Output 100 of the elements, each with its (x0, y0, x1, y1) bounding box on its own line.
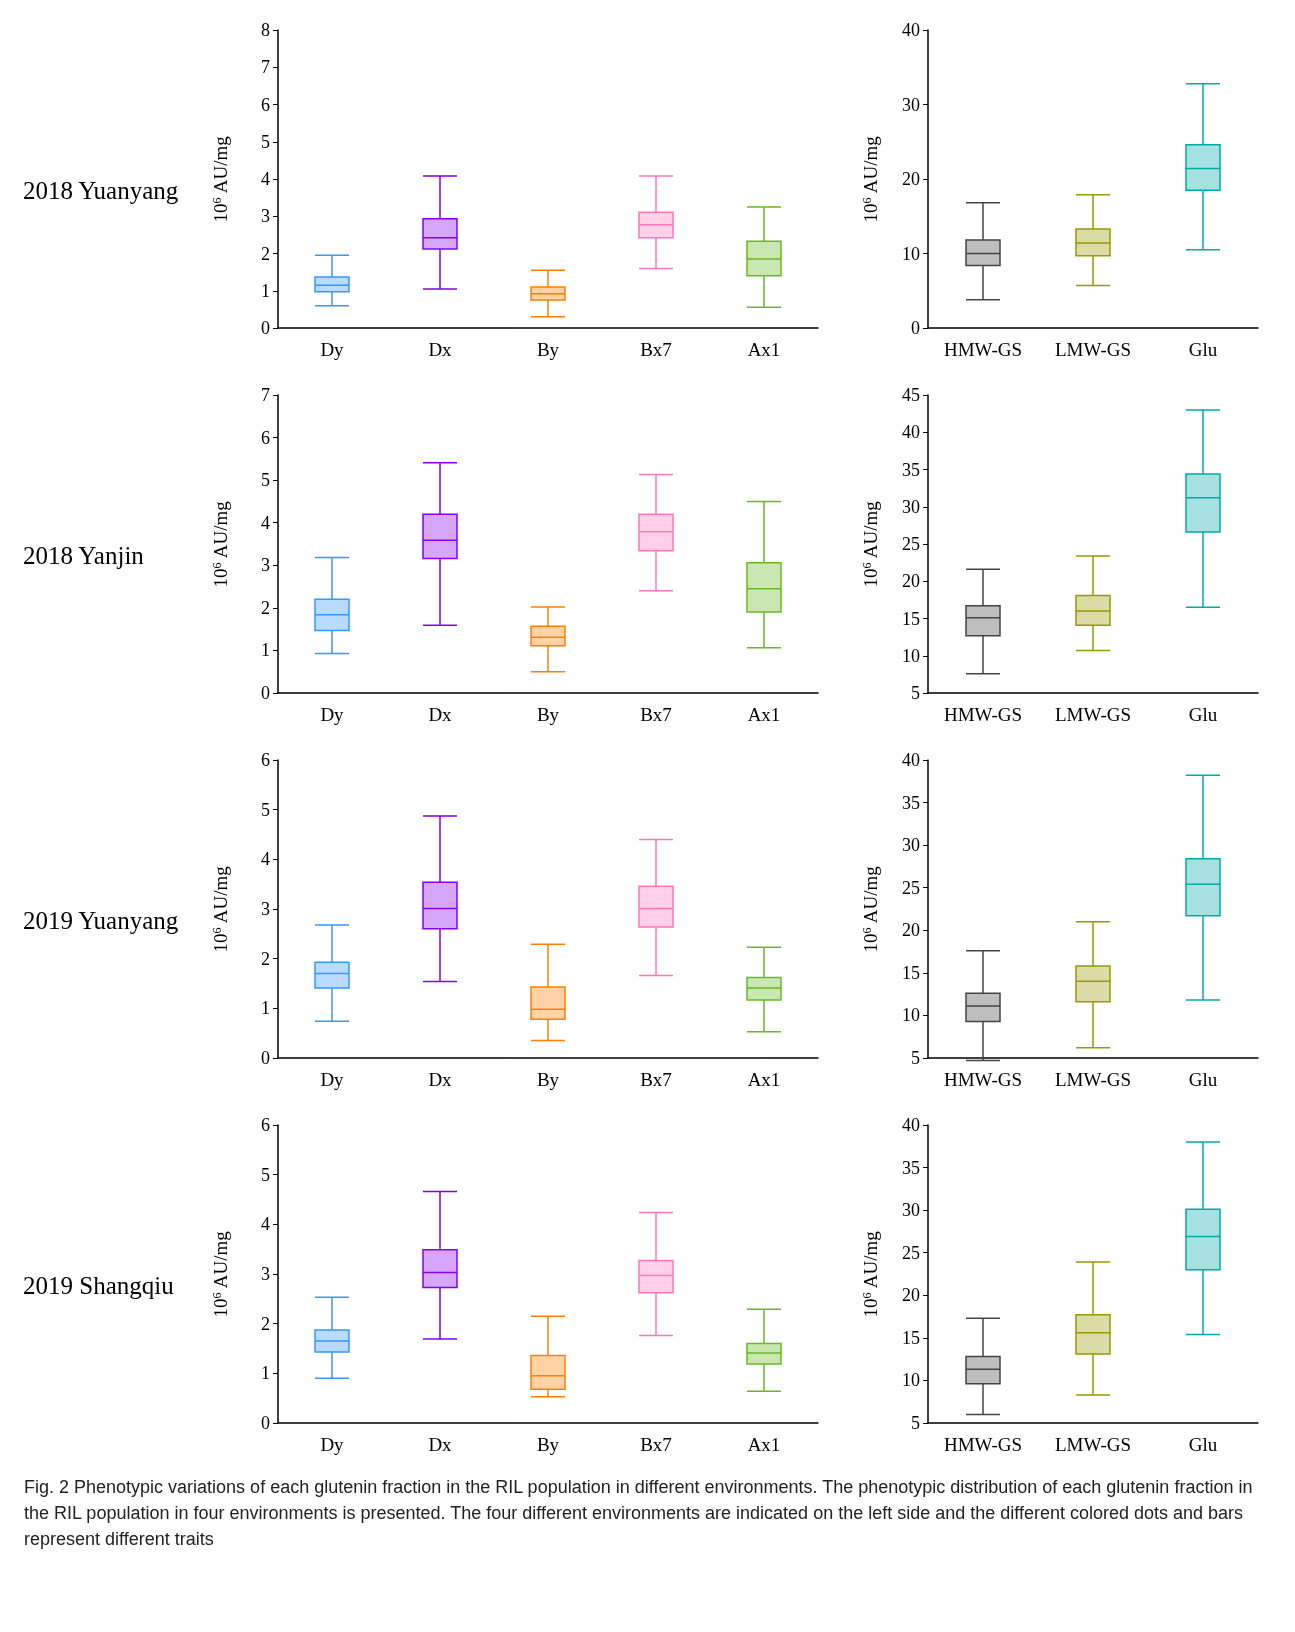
x-tick-label: LMW-GS (1055, 1069, 1131, 1090)
y-tick-label: 30 (902, 94, 920, 115)
x-tick-label: Dy (320, 1069, 345, 1090)
y-tick-label: 25 (902, 877, 920, 898)
x-tick-label: By (536, 1069, 560, 1090)
y-tick-label: 4 (261, 1214, 270, 1235)
y-tick-label: 8 (261, 20, 270, 40)
y-tick-label: 15 (902, 962, 920, 983)
y-tick-label: 30 (902, 496, 920, 517)
y-tick-label: 5 (911, 1048, 920, 1068)
y-tick-label: 35 (902, 792, 920, 813)
x-tick-label: Dy (320, 1434, 345, 1455)
x-tick-label: Dy (320, 339, 345, 360)
y-axis-title: 106 AU/mg (860, 865, 881, 953)
text: 2019 Shangqiu (23, 1272, 175, 1299)
y-tick-label: 40 (902, 750, 920, 770)
y-tick-label: 6 (261, 1115, 270, 1135)
y-axis-title: 106 AU/mg (860, 500, 881, 588)
x-tick-label: By (536, 339, 560, 360)
y-tick-label: 5 (261, 470, 270, 491)
y-tick-label: 2 (261, 243, 270, 264)
y-tick-label: 4 (261, 512, 270, 533)
y-tick-label: 5 (911, 683, 920, 703)
y-tick-label: 5 (261, 799, 270, 820)
y-tick-label: 4 (261, 169, 270, 189)
y-tick-label: 1 (261, 998, 270, 1019)
y-tick-label: 30 (902, 1200, 920, 1221)
y-tick-label: 0 (261, 683, 270, 703)
y-tick-label: 0 (911, 318, 920, 338)
y-tick-label: 0 (261, 318, 270, 338)
y-tick-label: 0 (261, 1048, 270, 1068)
text: 2018 Yanjin (23, 542, 145, 569)
x-tick-label: By (536, 704, 560, 725)
y-tick-label: 20 (902, 571, 920, 592)
y-tick-label: 30 (902, 835, 920, 856)
y-tick-label: 3 (261, 1264, 270, 1284)
x-tick-label: Bx7 (640, 1069, 672, 1090)
x-tick-label: LMW-GS (1055, 1434, 1131, 1455)
y-axis-title: 106 AU/mg (210, 135, 231, 223)
y-tick-label: 35 (902, 459, 920, 480)
x-tick-label: Dx (428, 704, 453, 725)
y-tick-label: 25 (902, 534, 920, 554)
y-tick-label: 1 (261, 1363, 270, 1384)
x-tick-label: Glu (1188, 1069, 1218, 1090)
x-tick-label: Glu (1188, 704, 1218, 725)
y-tick-label: 3 (261, 206, 270, 227)
y-axis-title: 106 AU/mg (210, 865, 231, 953)
x-tick-label: Glu (1188, 1434, 1218, 1455)
y-tick-label: 5 (261, 131, 270, 152)
y-tick-label: 6 (261, 427, 270, 448)
x-tick-label: Ax1 (747, 1434, 781, 1455)
text: 2019 Yuanyang (23, 907, 179, 934)
x-tick-label: HMW-GS (943, 704, 1023, 725)
y-tick-label: 20 (902, 920, 920, 941)
text: 2018 Yuanyang (23, 177, 179, 204)
x-tick-label: Bx7 (640, 339, 672, 360)
x-tick-label: Ax1 (747, 1069, 781, 1090)
x-tick-label: Dx (428, 339, 453, 360)
y-axis-title: 106 AU/mg (210, 1230, 231, 1318)
y-tick-label: 45 (902, 385, 920, 405)
y-tick-label: 3 (261, 555, 270, 576)
x-tick-label: LMW-GS (1055, 704, 1131, 725)
y-axis-title: 106 AU/mg (860, 1230, 881, 1318)
x-tick-label: HMW-GS (943, 339, 1023, 360)
x-tick-label: Bx7 (640, 704, 672, 725)
y-axis-title: 106 AU/mg (860, 135, 881, 223)
y-tick-label: 2 (261, 597, 270, 618)
y-tick-label: 40 (902, 422, 920, 443)
y-tick-label: 7 (261, 57, 270, 78)
y-tick-label: 35 (902, 1157, 920, 1178)
y-tick-label: 6 (261, 750, 270, 770)
y-tick-label: 25 (902, 1242, 920, 1263)
x-tick-label: Dx (428, 1434, 453, 1455)
y-tick-label: 3 (261, 899, 270, 919)
y-tick-label: 1 (261, 640, 270, 661)
y-tick-label: 40 (902, 1115, 920, 1135)
y-tick-label: 4 (261, 849, 270, 870)
y-tick-label: 15 (902, 608, 920, 629)
y-tick-label: 20 (902, 169, 920, 189)
y-tick-label: 10 (902, 1005, 920, 1026)
y-tick-label: 5 (911, 1413, 920, 1433)
y-axis-title: 106 AU/mg (210, 500, 231, 588)
x-tick-label: Ax1 (747, 704, 781, 725)
y-tick-label: 1 (261, 280, 270, 301)
y-tick-label: 10 (902, 243, 920, 264)
y-tick-label: 2 (261, 1313, 270, 1334)
x-tick-label: Dy (320, 704, 345, 725)
x-tick-label: Dx (428, 1069, 453, 1090)
x-tick-label: Ax1 (747, 339, 781, 360)
y-tick-label: 10 (902, 645, 920, 666)
x-tick-label: LMW-GS (1055, 339, 1131, 360)
y-tick-label: 10 (902, 1370, 920, 1391)
x-tick-label: HMW-GS (943, 1069, 1023, 1090)
x-tick-label: Glu (1188, 339, 1218, 360)
y-tick-label: 6 (261, 94, 270, 115)
caption: Fig. 2 Phenotypic variations of each glutenin fraction in the RIL population in different environments. The phenotypic distribution of each glutenin fraction in the RIL population in four environments is presented. The four different environments are indicated on the left side and the different colored dots and bars represent different traits (23, 1476, 1254, 1551)
y-tick-label: 0 (261, 1413, 270, 1433)
y-tick-label: 15 (902, 1327, 920, 1348)
x-tick-label: Bx7 (640, 1434, 672, 1455)
y-tick-label: 2 (261, 948, 270, 969)
